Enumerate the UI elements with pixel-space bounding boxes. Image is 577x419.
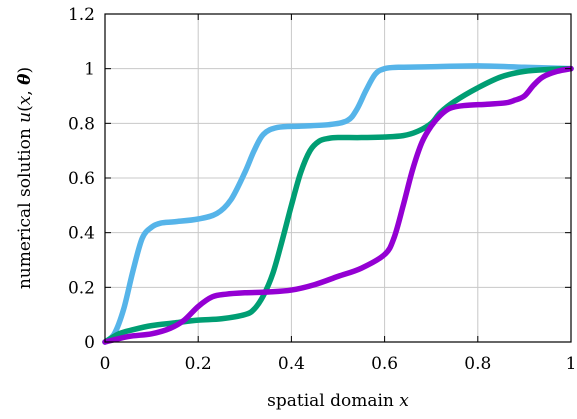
y-tick-label: 0.6	[68, 169, 95, 189]
x-tick-label: 1	[566, 354, 577, 374]
y-axis-label-comma: ,	[15, 85, 35, 96]
y-tick-label: 0.4	[68, 224, 95, 244]
y-tick-label: 0	[84, 333, 95, 353]
tick-labels: 0 0.2 0.4 0.6 0.8 1 0 0.2 0.4 0.6 0.8 1 1.2	[68, 5, 576, 374]
x-axis-label: spatial domain x	[267, 391, 409, 411]
grid	[105, 14, 571, 342]
y-axis-label-open: (	[15, 105, 35, 112]
x-tick-label: 0.4	[278, 354, 305, 374]
y-axis-label: numerical solution u(x, θ)	[15, 67, 35, 289]
x-axis-label-var: x	[399, 391, 409, 411]
y-tick-label: 0.8	[68, 114, 95, 134]
y-axis-label-text: numerical solution	[15, 123, 35, 289]
x-tick-label: 0.2	[185, 354, 212, 374]
x-tick-label: 0.6	[371, 354, 398, 374]
series-line-2	[102, 65, 574, 345]
tick-marks	[104, 13, 572, 343]
y-axis-label-theta: θ	[15, 73, 35, 85]
series-line-1	[102, 63, 574, 345]
y-tick-label: 0.2	[68, 278, 95, 298]
x-tick-label: 0	[100, 354, 111, 374]
y-axis-label-x: x	[15, 95, 35, 105]
y-axis-label-func: u	[15, 112, 35, 123]
y-tick-label: 1.2	[68, 5, 95, 25]
y-axis-label-close: )	[15, 67, 35, 74]
series-group	[102, 63, 574, 345]
series-line-3	[102, 65, 574, 345]
x-axis-label-text: spatial domain	[267, 391, 399, 411]
y-tick-label: 1	[84, 60, 95, 80]
x-tick-label: 0.8	[464, 354, 491, 374]
